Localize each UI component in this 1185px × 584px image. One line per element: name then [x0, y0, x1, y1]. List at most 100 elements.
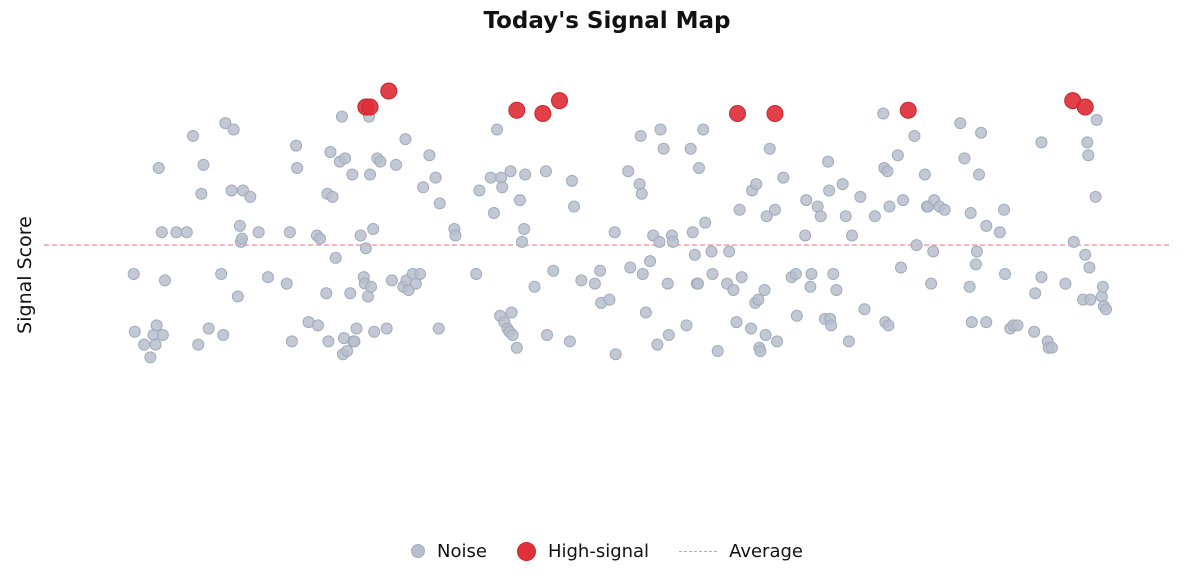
- noise-point: [329, 251, 342, 264]
- noise-point: [1028, 325, 1041, 338]
- noise-point: [339, 152, 352, 165]
- noise-point: [433, 197, 446, 210]
- noise-point: [390, 158, 403, 171]
- noise-point: [854, 190, 867, 203]
- noise-point: [311, 319, 324, 332]
- noise-point: [314, 232, 327, 245]
- noise-point: [364, 168, 377, 181]
- noise-point: [918, 168, 931, 181]
- noise-point: [891, 149, 904, 162]
- legend-item-high-signal: High-signal: [516, 540, 650, 562]
- noise-point: [470, 267, 483, 280]
- noise-point: [326, 190, 339, 203]
- noise-point: [735, 271, 748, 284]
- noise-point: [680, 319, 693, 332]
- noise-point: [661, 277, 674, 290]
- high-signal-point: [361, 98, 379, 116]
- noise-point: [657, 142, 670, 155]
- noise-point: [897, 194, 910, 207]
- noise-point: [150, 319, 163, 332]
- noise-point: [970, 245, 983, 258]
- noise-point: [927, 245, 940, 258]
- noise-point: [233, 219, 246, 232]
- noise-series: [127, 107, 1113, 364]
- noise-point: [368, 325, 381, 338]
- noise-point: [1081, 136, 1094, 149]
- noise-point: [594, 264, 607, 277]
- noise-point: [752, 293, 765, 306]
- noise-point: [155, 226, 168, 239]
- noise-point: [346, 168, 359, 181]
- noise-point: [789, 267, 802, 280]
- noise-point: [359, 242, 372, 255]
- noise-point: [513, 194, 526, 207]
- noise-point: [1079, 248, 1092, 261]
- noise-point: [830, 284, 843, 297]
- noise-point: [127, 267, 140, 280]
- noise-point: [727, 284, 740, 297]
- noise-point: [1029, 287, 1042, 300]
- noise-point: [839, 210, 852, 223]
- noise-point: [684, 142, 697, 155]
- noise-point: [730, 316, 743, 329]
- noise-point: [653, 235, 666, 248]
- noise-point: [608, 226, 621, 239]
- noise-point: [644, 255, 657, 268]
- noise-point: [603, 293, 616, 306]
- noise-point: [963, 280, 976, 293]
- noise-point: [324, 145, 337, 158]
- high-signal-series: [357, 82, 1094, 122]
- noise-point: [219, 117, 232, 130]
- noise-point: [491, 123, 504, 136]
- noise-point: [290, 139, 303, 152]
- noise-point: [639, 306, 652, 319]
- noise-point: [504, 165, 517, 178]
- noise-point: [969, 258, 982, 271]
- noise-point: [662, 328, 675, 341]
- noise-point: [399, 133, 412, 146]
- legend-label-high-signal: High-signal: [547, 540, 650, 562]
- noise-point: [138, 338, 151, 351]
- noise-point: [227, 123, 240, 136]
- noise-point: [367, 223, 380, 236]
- noise-point: [1082, 149, 1095, 162]
- noise-point: [1011, 319, 1024, 332]
- noise-point: [651, 338, 664, 351]
- noise-point: [958, 152, 971, 165]
- noise-point: [516, 235, 529, 248]
- noise-point: [374, 155, 387, 168]
- noise-point: [881, 165, 894, 178]
- noise-point: [692, 162, 705, 175]
- legend-label-average: Average: [729, 540, 803, 562]
- noise-point: [231, 290, 244, 303]
- noise-point: [575, 274, 588, 287]
- noise-point: [768, 203, 781, 216]
- noise-point: [510, 341, 523, 354]
- high-signal-point: [729, 104, 747, 122]
- high-signal-point: [1076, 98, 1094, 116]
- noise-point: [547, 264, 560, 277]
- noise-point: [568, 200, 581, 213]
- noise-point: [711, 345, 724, 358]
- noise-point: [1096, 280, 1109, 293]
- noise-point: [925, 277, 938, 290]
- noise-point: [846, 229, 859, 242]
- noise-point: [528, 280, 541, 293]
- noise-point: [754, 345, 767, 358]
- noise-point: [842, 335, 855, 348]
- noise-point: [217, 328, 230, 341]
- noise-point: [365, 280, 378, 293]
- noise-point: [565, 174, 578, 187]
- noise-point: [634, 129, 647, 142]
- noise-point: [973, 168, 986, 181]
- noise-point: [449, 229, 462, 242]
- noise-point: [799, 229, 812, 242]
- noise-point: [417, 181, 430, 194]
- noise-point: [654, 123, 667, 136]
- noise-point: [202, 322, 215, 335]
- legend-item-average: Average: [679, 541, 803, 562]
- high-signal-point: [380, 82, 398, 100]
- legend-marker-average: [679, 550, 718, 552]
- noise-point: [335, 110, 348, 123]
- noise-point: [827, 267, 840, 280]
